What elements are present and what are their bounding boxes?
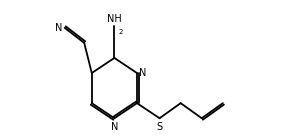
Text: NH: NH (107, 14, 122, 24)
Text: N: N (55, 23, 63, 33)
Text: S: S (157, 122, 163, 132)
Text: N: N (139, 68, 146, 78)
Text: N: N (111, 122, 118, 132)
Text: 2: 2 (119, 29, 123, 35)
